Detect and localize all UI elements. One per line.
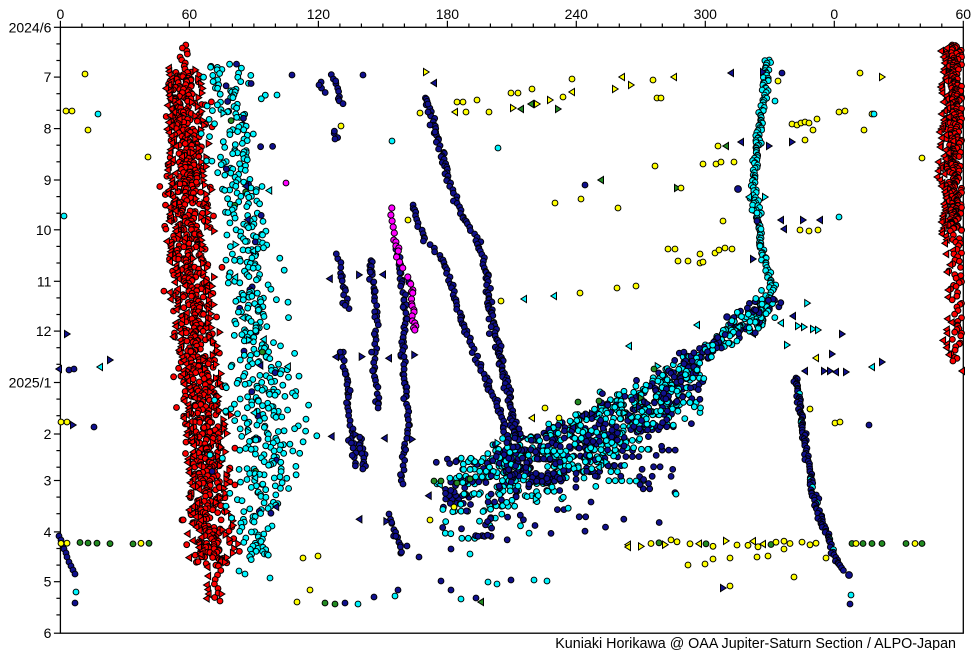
svg-text:3: 3	[44, 473, 52, 489]
svg-text:Kuniaki Horikawa @ OAA Jupiter: Kuniaki Horikawa @ OAA Jupiter-Saturn Se…	[555, 636, 956, 650]
svg-text:300: 300	[694, 6, 718, 22]
svg-text:240: 240	[565, 6, 589, 22]
svg-text:120: 120	[307, 6, 331, 22]
svg-text:2024/6: 2024/6	[9, 19, 52, 35]
svg-text:0: 0	[830, 6, 838, 22]
svg-text:60: 60	[182, 6, 198, 22]
svg-text:60: 60	[956, 6, 972, 22]
svg-text:9: 9	[44, 172, 52, 188]
svg-text:11: 11	[37, 273, 52, 289]
svg-text:10: 10	[36, 222, 52, 238]
svg-text:2: 2	[44, 426, 52, 442]
svg-text:6: 6	[44, 625, 52, 641]
svg-text:5: 5	[44, 574, 52, 590]
svg-text:0: 0	[57, 6, 65, 22]
svg-text:7: 7	[44, 69, 52, 85]
svg-text:12: 12	[36, 323, 52, 339]
svg-text:4: 4	[44, 524, 52, 540]
svg-text:8: 8	[44, 121, 52, 137]
svg-text:2025/1: 2025/1	[9, 375, 52, 391]
svg-text:180: 180	[436, 6, 460, 22]
